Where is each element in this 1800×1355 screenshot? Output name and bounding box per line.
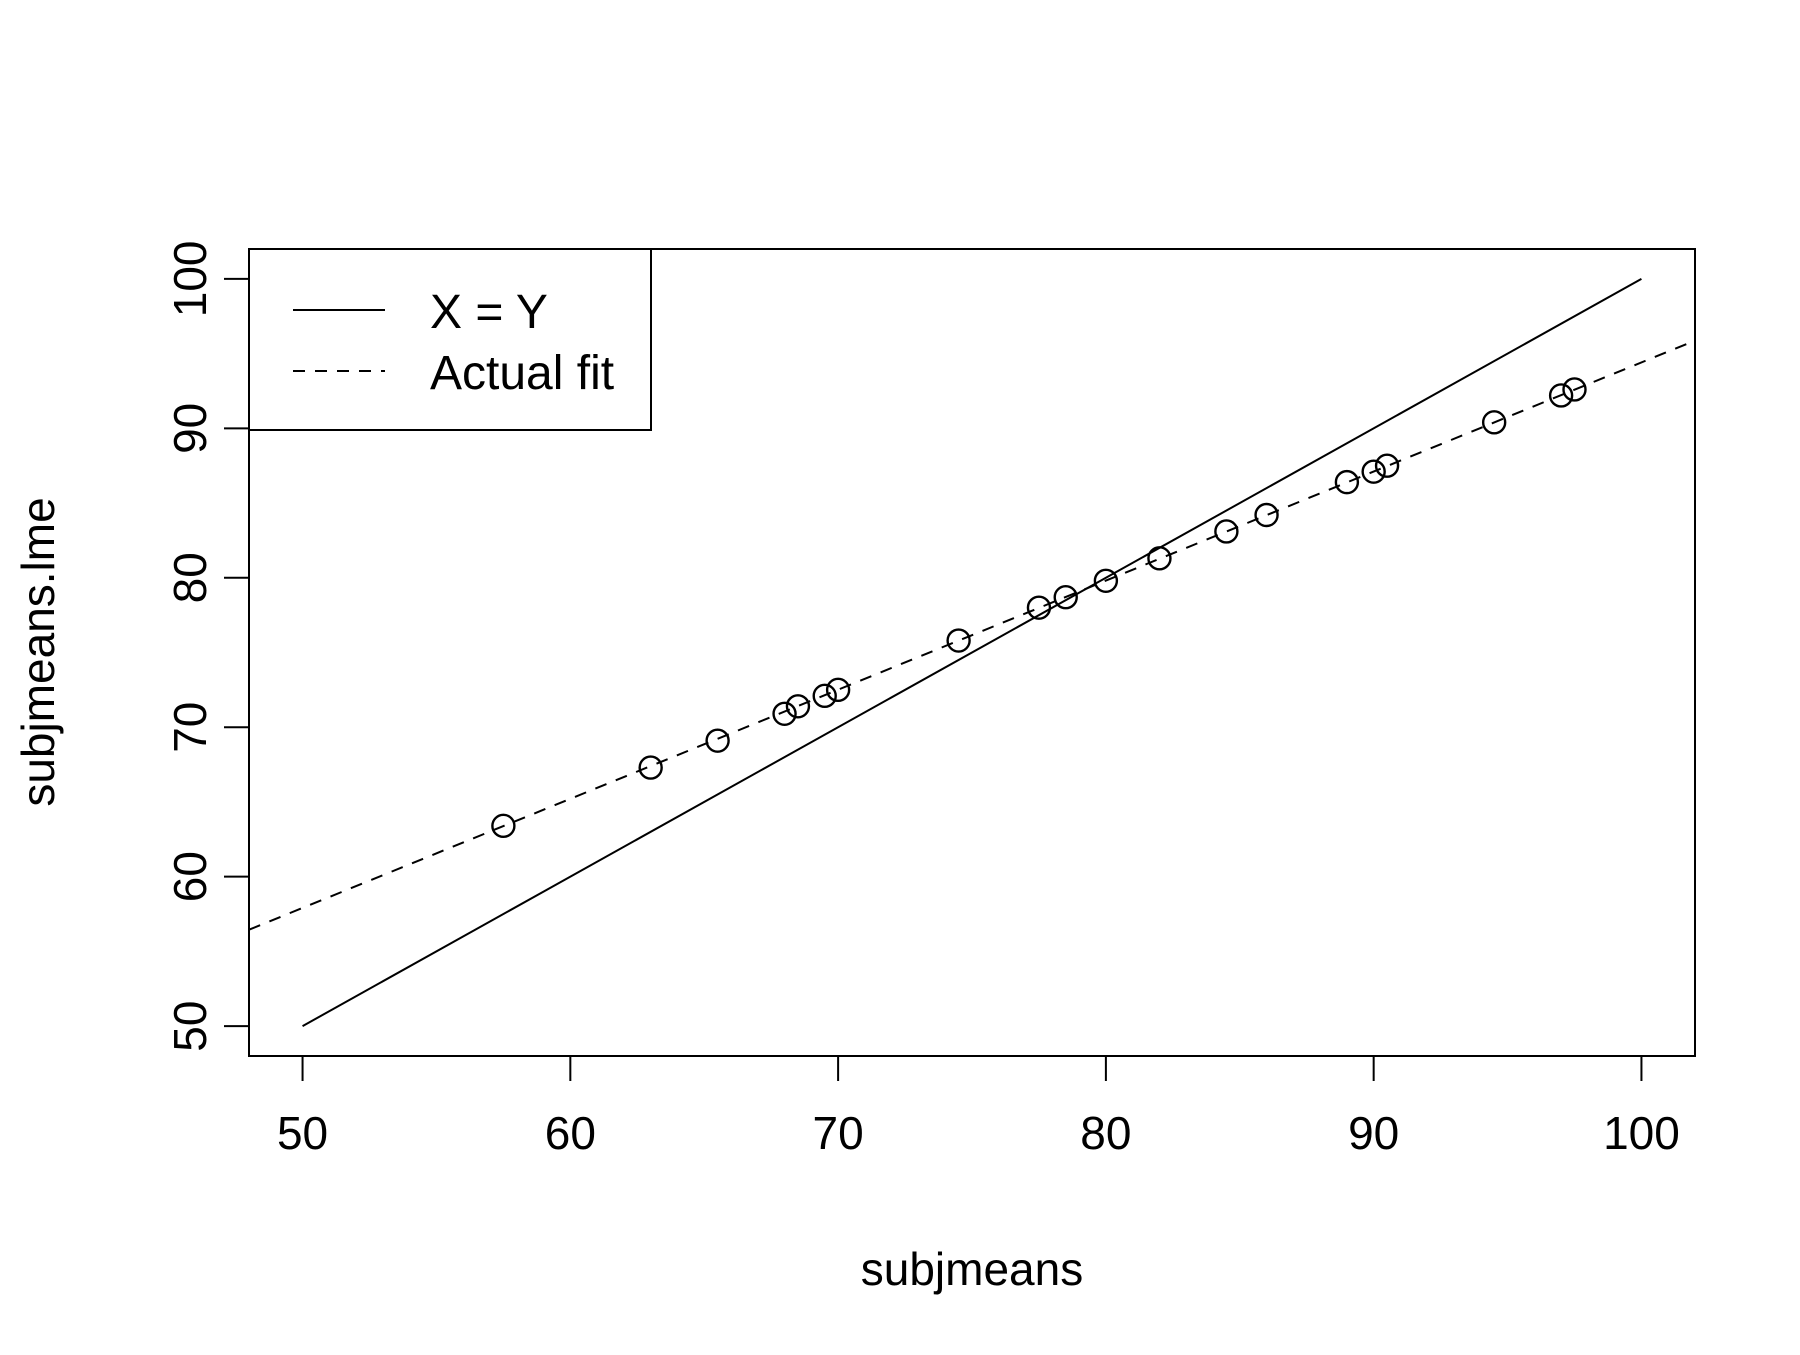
y-tick-label: 100 (164, 241, 216, 318)
data-point (812, 683, 837, 709)
x-tick-label: 90 (1348, 1107, 1399, 1159)
data-point (1147, 546, 1172, 571)
data-point (638, 755, 663, 780)
y-tick-label: 70 (164, 702, 216, 753)
data-point (1481, 410, 1507, 435)
y-axis: 50 60 70 80 90 100 (164, 241, 250, 1052)
data-point (1053, 585, 1078, 610)
x-axis-title: subjmeans (861, 1243, 1083, 1295)
y-axis-title: subjmeans.lme (12, 497, 64, 806)
y-tick-label: 90 (164, 403, 216, 454)
legend-label-actual-fit: Actual fit (430, 347, 614, 400)
legend-box (248, 248, 652, 431)
x-tick-label: 50 (277, 1107, 328, 1159)
data-point (1374, 453, 1400, 478)
data-point (1026, 595, 1052, 620)
y-tick-label: 60 (164, 851, 216, 902)
data-point (705, 728, 730, 753)
data-point (1361, 459, 1386, 484)
x-tick-label: 80 (1080, 1107, 1131, 1159)
data-point (785, 694, 811, 719)
data-point (1562, 377, 1587, 402)
data-point (1334, 469, 1360, 495)
data-point (491, 813, 516, 839)
data-point (1214, 519, 1239, 544)
actual-fit-line (248, 339, 1696, 931)
data-point (772, 701, 797, 726)
x-tick-label: 60 (545, 1107, 596, 1159)
legend-label-x-equals-y: X = Y (430, 286, 548, 339)
data-points (491, 377, 1587, 839)
x-equals-y-line (302, 278, 1642, 1027)
x-axis: 50 60 70 80 90 100 (277, 1055, 1680, 1159)
y-tick-label: 80 (164, 552, 216, 603)
data-point (1548, 383, 1574, 408)
x-tick-label: 70 (813, 1107, 864, 1159)
data-point (946, 628, 971, 653)
x-tick-label: 100 (1603, 1107, 1680, 1159)
y-tick-label: 50 (164, 1001, 216, 1052)
data-point (1254, 502, 1279, 528)
data-point (825, 677, 851, 703)
data-point (1093, 568, 1119, 593)
fit-lines (248, 278, 1696, 1027)
legend: X = Y Actual fit (248, 248, 652, 431)
